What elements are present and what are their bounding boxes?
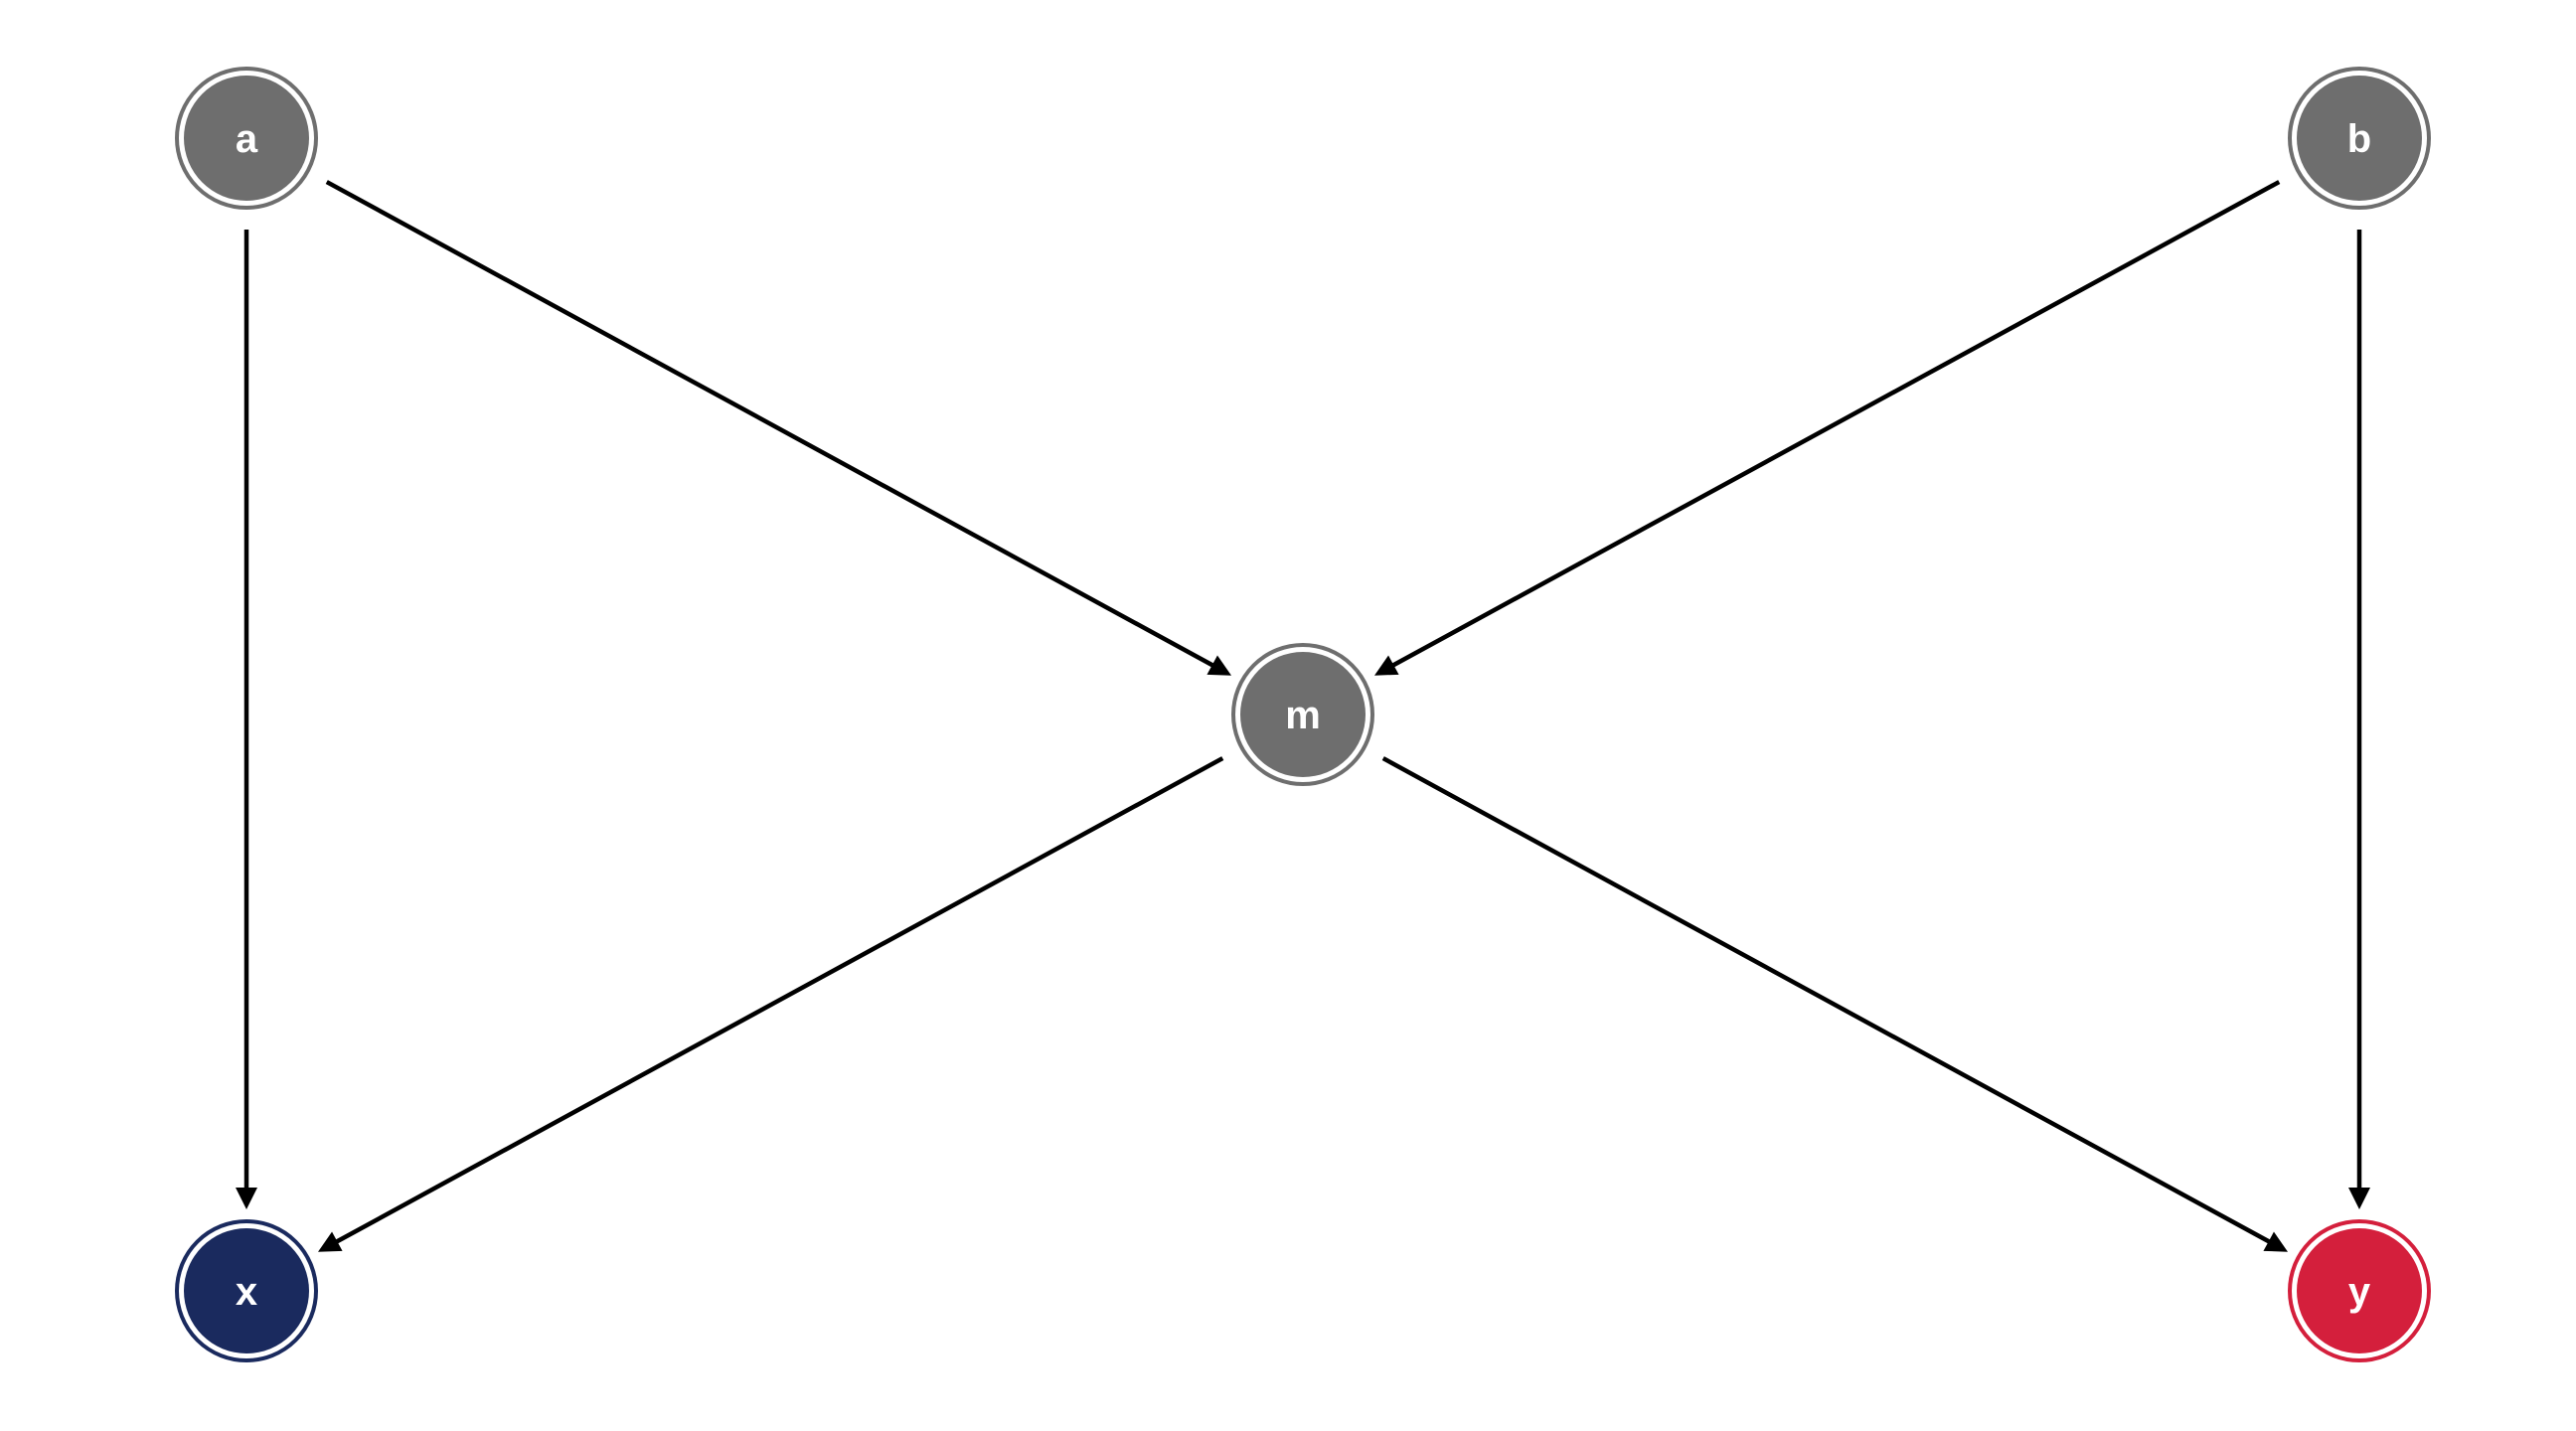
node-fill xyxy=(1240,652,1366,777)
node-fill xyxy=(2297,1228,2422,1353)
node-fill xyxy=(2297,76,2422,201)
edge-m-y xyxy=(1381,756,2289,1252)
arrowhead-icon xyxy=(1373,655,1399,676)
edge-b-y xyxy=(2348,230,2370,1209)
arrowhead-icon xyxy=(317,1231,343,1252)
node-label: x xyxy=(236,1270,257,1314)
edge-b-m xyxy=(1373,180,2281,676)
nodes-layer: a b m x y xyxy=(175,67,2431,1362)
arrowhead-icon xyxy=(2348,1188,2370,1209)
edges-layer xyxy=(236,180,2370,1252)
node-label: b xyxy=(2347,117,2371,161)
edge-a-x xyxy=(236,230,257,1209)
node-label: m xyxy=(1285,694,1321,737)
edge-line xyxy=(1381,756,2272,1245)
edge-line xyxy=(325,180,1215,669)
arrowhead-icon xyxy=(1207,655,1232,676)
edge-a-m xyxy=(325,180,1232,676)
edge-line xyxy=(334,756,1224,1245)
arrowhead-icon xyxy=(236,1188,257,1209)
node-a: a xyxy=(175,67,318,210)
node-x: x xyxy=(175,1219,318,1362)
node-fill xyxy=(184,1228,309,1353)
edge-m-x xyxy=(317,756,1224,1252)
edge-line xyxy=(1390,180,2281,669)
node-label: y xyxy=(2348,1270,2371,1314)
node-y: y xyxy=(2288,1219,2431,1362)
arrowhead-icon xyxy=(2263,1231,2289,1252)
node-m: m xyxy=(1231,643,1374,786)
node-fill xyxy=(184,76,309,201)
node-b: b xyxy=(2288,67,2431,210)
node-label: a xyxy=(236,117,258,161)
